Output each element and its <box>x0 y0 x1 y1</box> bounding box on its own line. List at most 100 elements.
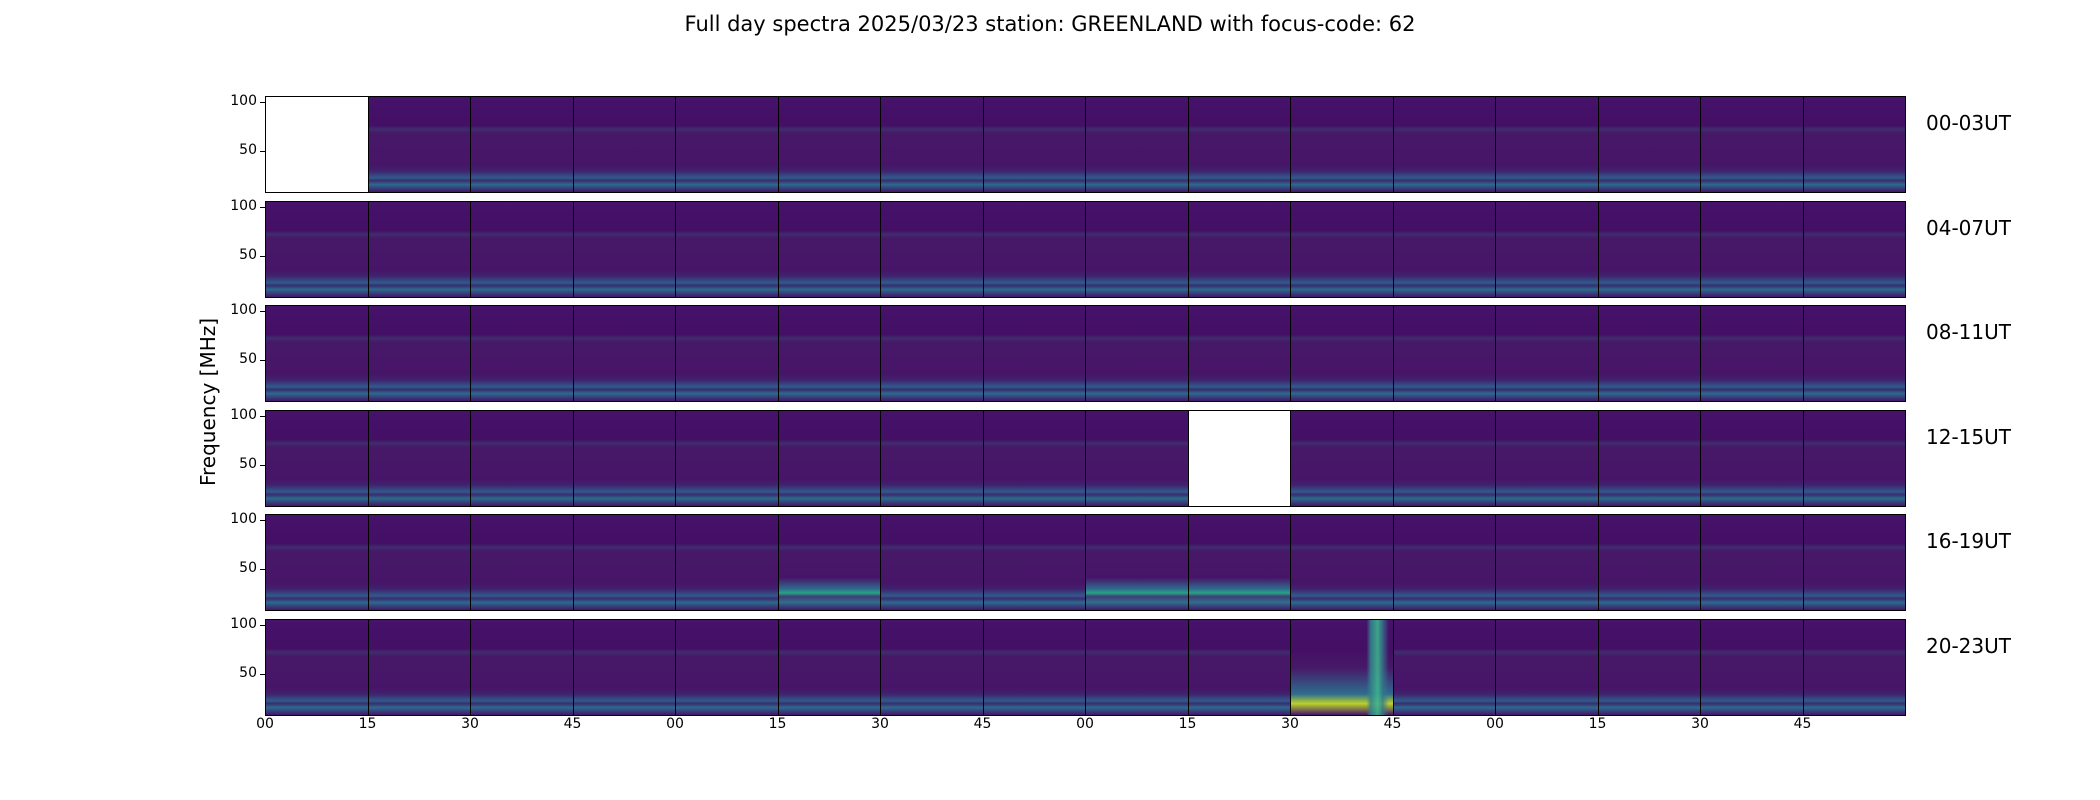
spectrum-panel <box>572 618 676 716</box>
spectrum-panel <box>1802 514 1906 611</box>
x-tick-label: 45 <box>1793 716 1812 732</box>
spectrum-panel <box>880 96 984 193</box>
spectrum-panel <box>1495 409 1599 507</box>
x-tick-label: 45 <box>563 716 582 732</box>
spectrum-panel <box>1802 305 1906 402</box>
spectrum-panel <box>1392 96 1496 193</box>
x-tick-mark <box>367 711 369 716</box>
x-tick-label: 15 <box>1178 716 1197 732</box>
y-tick-mark <box>260 624 265 626</box>
x-tick-mark <box>1700 711 1701 716</box>
spectrum-panel <box>265 200 369 298</box>
x-tick-label: 00 <box>1486 716 1504 732</box>
x-tick-label: 15 <box>1588 716 1607 732</box>
spectrum-panel <box>1700 305 1804 402</box>
y-tick-label: 100 <box>230 511 257 527</box>
spectrum-panel <box>777 96 881 193</box>
spectrum-panel <box>1187 305 1291 402</box>
spectrum-panel <box>777 618 881 716</box>
spectrum-panel <box>982 618 1086 716</box>
x-tick-mark <box>1802 711 1804 716</box>
y-tick-mark <box>260 673 265 675</box>
spectrum-panel <box>880 305 984 402</box>
spectrum-panel <box>572 200 676 298</box>
spectrum-panel <box>1495 618 1599 716</box>
spectrum-panel <box>1085 96 1189 193</box>
spectrum-panel <box>982 200 1086 298</box>
y-tick-label: 100 <box>230 615 257 632</box>
x-tick-mark <box>675 711 676 716</box>
x-tick-mark <box>1495 711 1496 716</box>
spectrum-panel <box>1392 200 1496 298</box>
y-tick-mark <box>260 255 265 257</box>
spectrum-panel <box>1290 514 1394 611</box>
spectrum-panel <box>1085 409 1189 507</box>
x-tick-label: 45 <box>1383 716 1402 732</box>
spectrum-panel <box>1290 618 1394 716</box>
y-tick-mark <box>260 415 265 417</box>
spectrum-panel <box>777 409 881 507</box>
spectrum-panel <box>880 409 984 507</box>
spectrum-panel <box>1802 200 1906 298</box>
y-tick-label: 50 <box>239 246 257 263</box>
x-tick-mark <box>1085 711 1086 716</box>
x-tick-mark <box>777 711 779 716</box>
x-tick-label: 00 <box>256 716 274 732</box>
spectrum-panel <box>1802 409 1906 507</box>
spectrum-panel <box>880 200 984 298</box>
spectrum-panel <box>1597 305 1701 402</box>
spectrum-panel <box>1290 96 1394 193</box>
spectrum-panel <box>470 409 574 507</box>
spectrum-panel <box>1802 618 1906 716</box>
y-tick-label: 50 <box>239 560 257 576</box>
spectrum-panel <box>1392 409 1496 507</box>
spectrum-panel <box>367 305 471 402</box>
spectrum-panel <box>572 514 676 611</box>
row-time-label: 08-11UT <box>1926 320 2011 344</box>
spectrum-panel <box>1597 618 1701 716</box>
y-tick-label: 50 <box>239 455 257 472</box>
x-tick-mark <box>1290 711 1291 716</box>
x-tick-label: 30 <box>1281 716 1299 732</box>
spectrum-panel <box>777 305 881 402</box>
spectrum-panel <box>470 96 574 193</box>
spectrum-panel <box>1700 96 1804 193</box>
chart-title: Full day spectra 2025/03/23 station: GRE… <box>684 12 1416 36</box>
spectrum-panel <box>675 618 779 716</box>
spectrum-panel <box>1495 305 1599 402</box>
spectrum-panel <box>1597 96 1701 193</box>
x-tick-mark <box>1597 711 1599 716</box>
spectrum-panel <box>1700 618 1804 716</box>
spectrum-panel <box>265 305 369 402</box>
spectrum-panel <box>572 305 676 402</box>
spectrum-panel <box>1085 305 1189 402</box>
spectrum-panel <box>572 409 676 507</box>
x-tick-mark <box>1392 711 1394 716</box>
spectrum-panel <box>982 514 1086 611</box>
spectrum-panel <box>1187 618 1291 716</box>
spectrum-panel <box>880 618 984 716</box>
spectrum-panel <box>265 618 369 716</box>
spectrum-panel <box>265 514 369 611</box>
spectrum-panel <box>1085 618 1189 716</box>
y-tick-label: 100 <box>230 93 257 109</box>
y-tick-label: 50 <box>239 142 257 158</box>
spectrum-panel <box>367 514 471 611</box>
spectrum-panel <box>777 514 881 611</box>
spectrum-panel <box>1392 305 1496 402</box>
spectrum-panel <box>572 96 676 193</box>
spectrum-panel <box>1802 96 1906 193</box>
spectrum-panel <box>1085 200 1189 298</box>
spectrum-panel <box>1187 514 1291 611</box>
x-tick-mark <box>470 711 471 716</box>
y-tick-mark <box>260 102 265 103</box>
spectrum-panel <box>880 514 984 611</box>
spectrum-panel <box>470 514 574 611</box>
spectrum-panel <box>675 96 779 193</box>
x-tick-mark <box>880 711 881 716</box>
spectrum-panel <box>1495 96 1599 193</box>
spectrum-panel <box>265 409 369 507</box>
spectrum-panel <box>470 618 574 716</box>
spectrum-panel <box>1700 409 1804 507</box>
